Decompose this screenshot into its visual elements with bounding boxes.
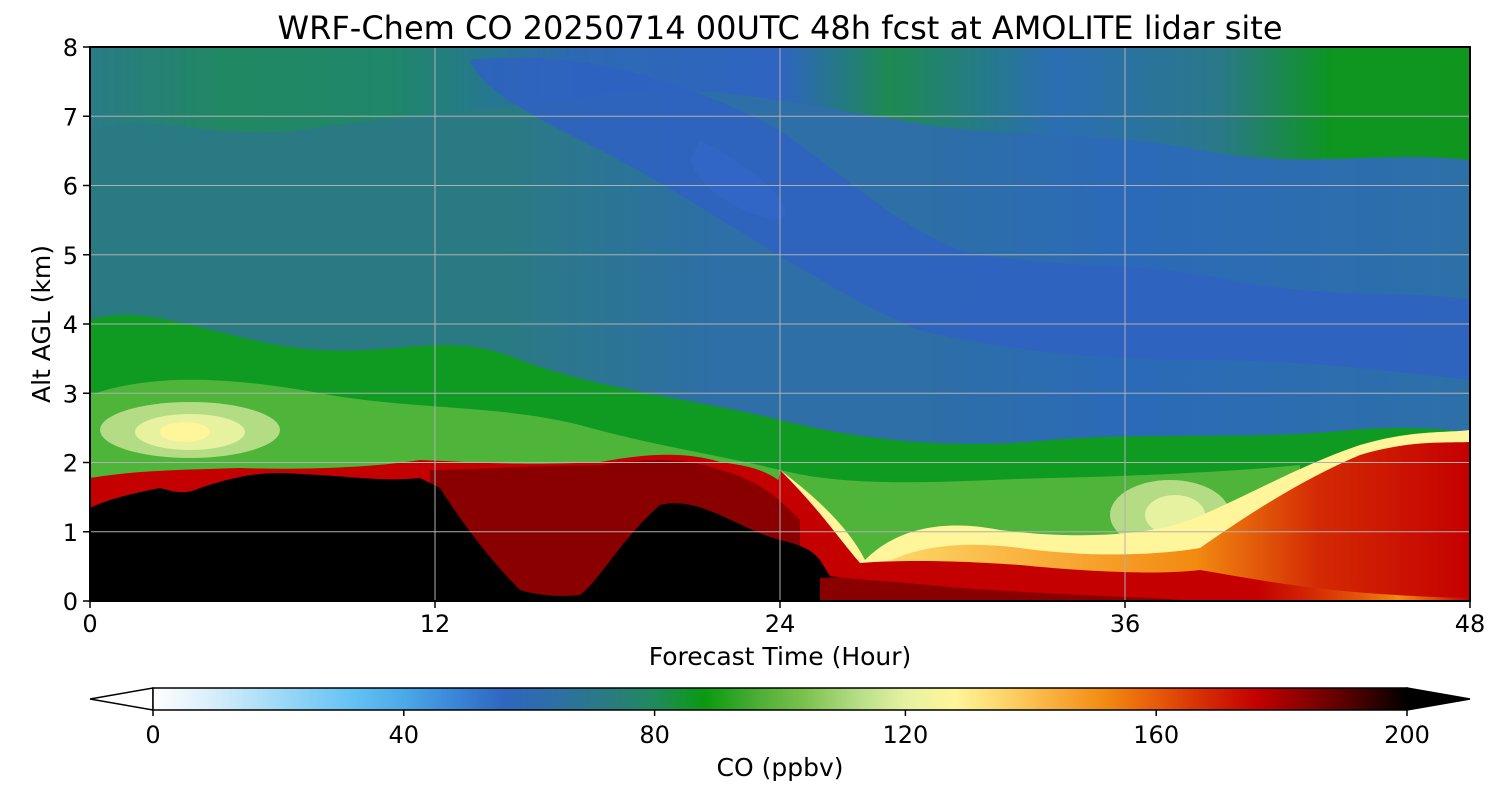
colorbar-tick-label: 200 <box>1384 721 1430 749</box>
colorbar-tick-label: 80 <box>639 721 670 749</box>
field-orange-layer <box>860 442 1470 601</box>
y-tick-label: 8 <box>63 34 78 62</box>
colorbar-ticks: 0 40 80 120 160 200 <box>145 710 1430 749</box>
y-tick-label: 2 <box>63 450 78 478</box>
colorbar-tick-label: 160 <box>1133 721 1179 749</box>
y-tick-label: 1 <box>63 519 78 547</box>
x-tick-label: 12 <box>420 610 451 638</box>
y-tick-label: 0 <box>63 588 78 616</box>
x-axis-label: Forecast Time (Hour) <box>649 642 912 671</box>
field-blue-pocket <box>470 57 1470 380</box>
x-tick-label: 24 <box>765 610 796 638</box>
colorbar-tick-label: 40 <box>389 721 420 749</box>
y-tick-label: 6 <box>63 173 78 201</box>
field-red-surface-strip <box>820 576 1200 601</box>
colorbar-label: CO (ppbv) <box>717 753 844 782</box>
x-tick-label: 0 <box>82 610 97 638</box>
field-black-boundary-layer <box>90 472 1200 601</box>
y-tick-label: 7 <box>63 103 78 131</box>
colorbar-frame <box>152 687 1408 711</box>
field-blue-core <box>690 140 786 220</box>
chart-title: WRF-Chem CO 20250714 00UTC 48h fcst at A… <box>277 9 1282 47</box>
y-tick-label: 5 <box>63 242 78 270</box>
x-axis-ticks: 0 12 24 36 48 <box>82 601 1485 638</box>
colorbar-tick-label: 0 <box>145 721 160 749</box>
colorbar-tick-label: 120 <box>882 721 928 749</box>
x-tick-label: 48 <box>1455 610 1486 638</box>
colorbar-low-extension <box>89 687 154 711</box>
x-tick-label: 36 <box>1110 610 1141 638</box>
y-axis-ticks: 0 1 2 3 4 5 6 7 8 <box>63 34 90 616</box>
colorbar-high-extension <box>1406 687 1471 711</box>
colorbar-gradient <box>153 688 1407 710</box>
y-tick-label: 3 <box>63 380 78 408</box>
y-tick-label: 4 <box>63 311 78 339</box>
colorbar <box>89 687 1471 711</box>
y-axis-label: Alt AGL (km) <box>27 245 56 403</box>
plot-gridlines <box>90 47 1470 601</box>
